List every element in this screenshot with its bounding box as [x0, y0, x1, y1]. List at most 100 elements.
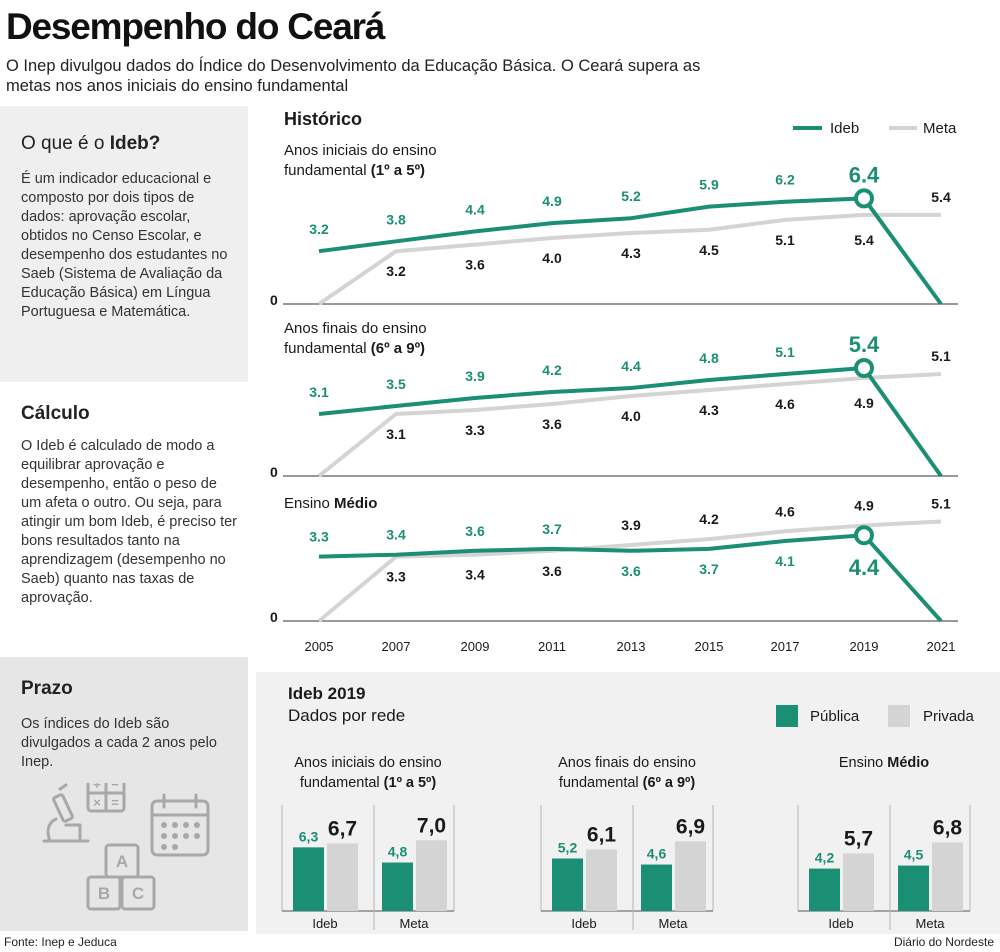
prazo-text: Os índices do Ideb são divulgados a cada…: [21, 716, 217, 770]
ideb-value-label: 3.5: [386, 376, 406, 392]
ideb-line: [318, 196, 943, 306]
year-tick-label: 2021: [927, 639, 956, 654]
bar-category-label: Ideb: [571, 916, 596, 931]
bar-publica: [382, 862, 413, 911]
calculo-text: O Ideb é calculado de modo a equilibrar …: [21, 438, 237, 606]
ideb-value-label: 6.4: [849, 162, 880, 187]
line-panel-0: Anos iniciais do ensino fundamental (1º a…: [270, 142, 958, 308]
ideb-value-label: 4.4: [849, 555, 880, 580]
bar-privada-label: 6,1: [587, 823, 617, 846]
meta-value-label: 4.2: [699, 511, 719, 527]
education-illustration: A B C + − × =: [42, 783, 210, 911]
bar-publica-label: 4,8: [388, 844, 408, 860]
bar-category-label: Ideb: [312, 916, 337, 931]
ideb-heading-bold: Ideb?: [109, 133, 161, 154]
meta-value-label: 5.4: [854, 232, 874, 248]
ideb-value-label: 4.1: [775, 553, 795, 569]
meta-value-label: 4.6: [775, 503, 795, 519]
bar-publica-label: 4,2: [815, 850, 835, 866]
meta-value-label: 4.0: [542, 250, 562, 266]
ideb-heading: O que é o Ideb?: [21, 133, 160, 155]
legend-privada-label: Privada: [923, 708, 975, 725]
legend-publica-swatch: [776, 705, 798, 727]
year-tick-label: 2011: [538, 639, 566, 654]
meta-value-label: 4.3: [699, 402, 719, 418]
year-tick-label: 2015: [695, 639, 724, 654]
bar-group-0: Anos iniciais do ensino fundamental (1º a…: [281, 755, 455, 931]
year-tick-label: 2009: [461, 639, 490, 654]
meta-value-label: 3.1: [386, 426, 406, 442]
sidebar-box-calculo: Cálculo O Ideb é calculado de modo a equ…: [0, 382, 248, 657]
ideb-value-label: 5.9: [699, 177, 719, 193]
ideb-value-label: 3.3: [309, 529, 329, 545]
meta-line: [317, 372, 942, 478]
page-subtitle: O Inep divulgou dados do Índice do Desen…: [6, 57, 701, 95]
legend-publica-label: Pública: [810, 708, 860, 725]
block-letter: A: [116, 852, 128, 871]
panel-label-line1: Anos iniciais do ensino: [284, 142, 437, 159]
panel-label-line1: Anos finais do ensino: [284, 320, 427, 337]
calc-symbol: −: [111, 783, 119, 792]
bar-privada: [586, 849, 617, 911]
calc-symbol: ×: [93, 795, 101, 810]
panel-label-line2: fundamental (1º a 5º): [284, 162, 425, 179]
meta-value-label: 4.5: [699, 242, 719, 258]
ideb-value-label: 4.2: [542, 362, 562, 378]
meta-value-label: 3.3: [386, 569, 406, 585]
calendar-icon: [150, 793, 210, 857]
ideb-2019-marker: [854, 358, 874, 378]
bar-group-label-line2: fundamental (1º a 5º): [300, 775, 437, 791]
meta-value-label: 5.1: [931, 496, 951, 512]
ideb-value-label: 6.2: [775, 172, 795, 188]
ideb-2019-marker: [854, 188, 874, 209]
ideb-value-label: 3.2: [309, 221, 329, 237]
calculo-heading: Cálculo: [21, 403, 90, 424]
bar-category-label: Ideb: [828, 916, 853, 931]
ideb-value-label: 4.4: [621, 358, 641, 374]
ideb-2019-panel: [256, 672, 1000, 934]
microscope-icon: [42, 783, 90, 843]
ideb-2019-title: Ideb 2019: [288, 684, 366, 703]
year-tick-label: 2019: [850, 639, 879, 654]
meta-value-label: 3.4: [465, 567, 485, 583]
ideb-2019-marker: [854, 525, 874, 546]
ideb-line: [318, 533, 943, 623]
ideb-value-label: 4.9: [542, 193, 562, 209]
ideb-value-label: 3.7: [699, 561, 719, 577]
ideb-line: [318, 366, 943, 478]
zero-label: 0: [270, 464, 278, 480]
bar-group-2: Ensino Médio 4,2 5,7 Ideb 4,5 6,8 Meta: [797, 755, 971, 931]
sidebar-box-prazo: Prazo Os índices do Ideb são divulgados …: [0, 657, 248, 931]
bar-privada-label: 6,8: [933, 816, 963, 839]
ideb-value-label: 3.7: [542, 521, 562, 537]
ideb-2019-subtitle: Dados por rede: [288, 706, 405, 725]
bar-publica-label: 5,2: [558, 839, 578, 855]
bar-category-label: Meta: [659, 916, 689, 931]
block-letter: C: [132, 884, 144, 903]
prazo-heading: Prazo: [21, 678, 73, 699]
meta-value-label: 4.9: [854, 497, 874, 513]
bar-group-1: Anos finais do ensino fundamental (6º a 9…: [540, 755, 714, 931]
panel-label-line2: fundamental (6º a 9º): [284, 340, 425, 357]
meta-value-label: 3.6: [465, 257, 485, 273]
legend-meta-label: Meta: [923, 120, 957, 137]
panel-label: Ensino Médio: [284, 495, 377, 512]
ideb-text: É um indicador educacional e composto po…: [21, 171, 228, 320]
meta-value-label: 5.4: [931, 189, 951, 205]
meta-value-label: 5.1: [775, 232, 795, 248]
block-letter: B: [98, 884, 110, 903]
legend-privada-swatch: [888, 705, 910, 727]
calc-symbol: +: [93, 783, 101, 792]
bar-privada: [932, 842, 963, 911]
line-panel-2: Ensino Médio 0 3.3 3.4 3.6 3.7 3.6 3.7 4.1 4.4 3.3…: [270, 495, 958, 625]
bar-group-label: Ensino Médio: [839, 755, 929, 771]
ideb-value-label: 3.6: [621, 563, 641, 579]
bar-group-label-line2: fundamental (6º a 9º): [559, 775, 696, 791]
calc-symbol: =: [111, 795, 119, 810]
bar-privada: [675, 841, 706, 911]
year-tick-label: 2007: [382, 639, 411, 654]
bar-privada-label: 6,9: [676, 815, 705, 838]
bar-publica: [898, 865, 929, 911]
meta-value-label: 4.9: [854, 395, 874, 411]
